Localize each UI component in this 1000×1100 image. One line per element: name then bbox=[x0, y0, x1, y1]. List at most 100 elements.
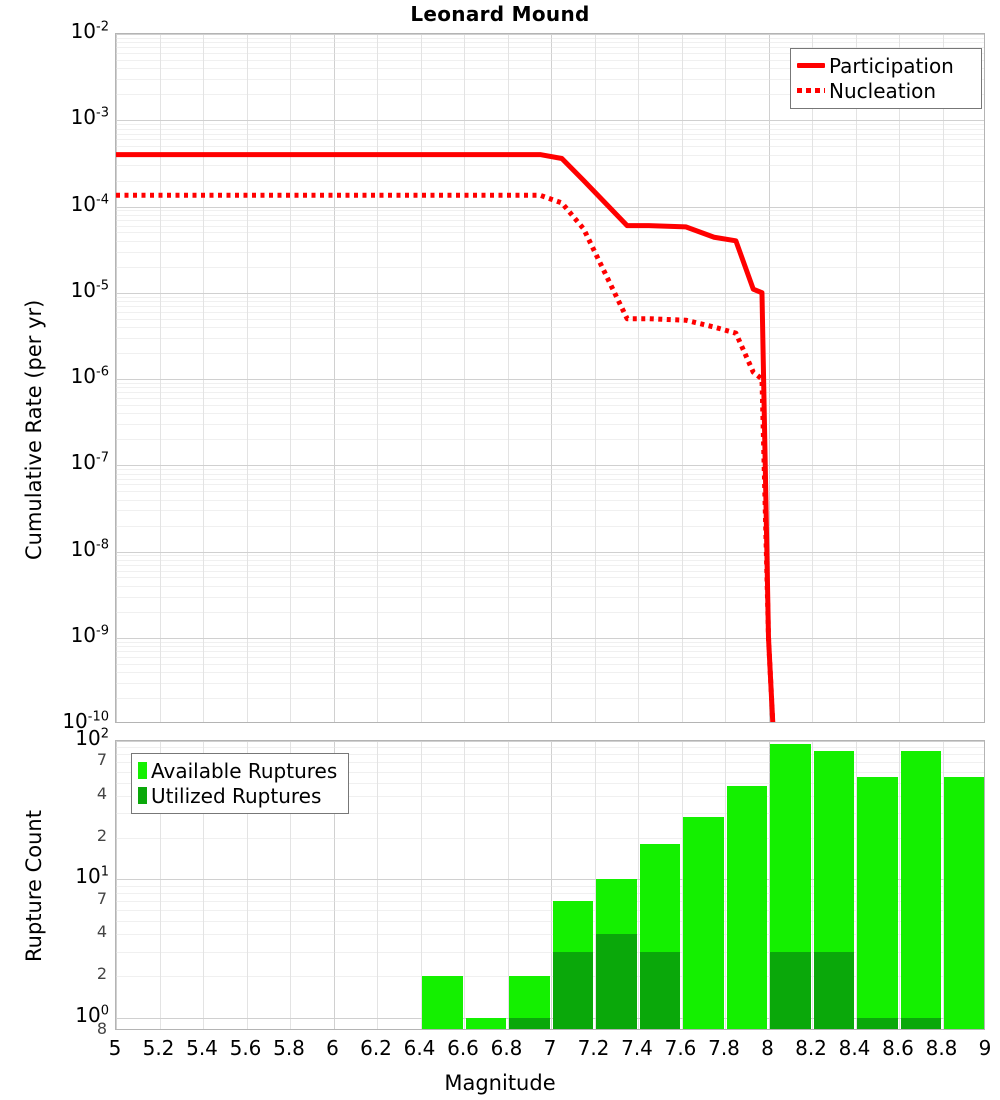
top-gridline-v bbox=[812, 34, 813, 722]
top-gridline-h bbox=[116, 387, 984, 389]
top-gridline-v bbox=[638, 34, 639, 722]
top-gridline-h bbox=[116, 672, 984, 674]
top-gridline-h bbox=[116, 292, 984, 294]
top-gridline-h bbox=[116, 251, 984, 253]
x-tick: 7.4 bbox=[621, 1036, 653, 1060]
bottom-gridline-v bbox=[507, 741, 509, 1029]
bottom-gridline-v bbox=[812, 741, 813, 1029]
top-gridline-h bbox=[116, 698, 984, 700]
top-gridline-h bbox=[116, 551, 984, 553]
bottom-gridline-v bbox=[855, 741, 857, 1029]
bottom-y-minor-tick: 4 bbox=[96, 922, 107, 942]
top-gridline-h bbox=[116, 318, 984, 320]
bottom-gridline-h bbox=[116, 879, 984, 881]
top-y-tick: 10-9 bbox=[70, 622, 109, 647]
nucleation-curve bbox=[116, 192, 776, 722]
top-gridline-h bbox=[116, 398, 984, 400]
bottom-gridline-h bbox=[116, 837, 984, 839]
bottom-gridline-h bbox=[116, 813, 984, 815]
top-gridline-h bbox=[116, 596, 984, 598]
nucleation-line-icon bbox=[797, 88, 825, 93]
top-gridline-h bbox=[116, 232, 984, 234]
top-gridline-v bbox=[725, 34, 726, 722]
available-rupture-bar bbox=[726, 786, 767, 1029]
legend-item-available: Available Ruptures bbox=[138, 758, 341, 783]
top-gridline-v bbox=[464, 34, 465, 722]
top-gridline-h bbox=[116, 465, 984, 467]
utilized-rupture-bar bbox=[813, 951, 854, 1029]
top-y-tick: 10-8 bbox=[70, 536, 109, 561]
top-y-tick: 10-10 bbox=[62, 709, 109, 733]
x-tick: 6.4 bbox=[403, 1036, 436, 1060]
rupture-count-plot bbox=[115, 740, 985, 1030]
top-gridline-h bbox=[116, 214, 984, 216]
rate-curves bbox=[116, 152, 776, 722]
top-gridline-h bbox=[116, 656, 984, 658]
top-gridline-h bbox=[116, 379, 984, 380]
available-rupture-bar bbox=[944, 776, 984, 1029]
available-color-icon bbox=[138, 762, 147, 779]
bottom-gridline-h bbox=[116, 741, 984, 742]
bottom-gridline-v bbox=[420, 741, 422, 1029]
top-gridline-h bbox=[116, 180, 984, 182]
top-gridline-v bbox=[855, 34, 857, 722]
utilized-rupture-bar bbox=[509, 1017, 550, 1029]
top-y-tick: 10-5 bbox=[70, 277, 109, 302]
top-gridline-h bbox=[116, 555, 984, 557]
top-gridline-h bbox=[116, 525, 984, 527]
bottom-gridline-h bbox=[116, 892, 984, 894]
top-gridline-h bbox=[116, 478, 984, 480]
bottom-y-minor-tick: 4 bbox=[96, 784, 107, 804]
x-tick: 5.4 bbox=[186, 1036, 218, 1060]
x-tick: 5.8 bbox=[273, 1036, 305, 1060]
top-gridline-h bbox=[116, 128, 984, 130]
top-y-tick: 10-3 bbox=[70, 105, 109, 130]
top-gridline-h bbox=[116, 424, 984, 426]
top-gridline-v bbox=[333, 34, 335, 722]
top-gridline-h bbox=[116, 469, 984, 471]
x-tick: 8.8 bbox=[925, 1036, 958, 1060]
top-gridline-h bbox=[116, 68, 984, 70]
bottom-gridline-v bbox=[638, 741, 639, 1029]
utilized-rupture-bar bbox=[857, 1017, 898, 1029]
bottom-y-minor-tick: 7 bbox=[96, 750, 107, 770]
utilized-rupture-bar bbox=[900, 1017, 941, 1029]
top-gridline-h bbox=[116, 651, 984, 653]
bottom-gridline-v bbox=[246, 741, 248, 1029]
legend-label-available: Available Ruptures bbox=[151, 758, 338, 783]
legend-item-participation: Participation bbox=[797, 53, 974, 78]
bottom-gridline-v bbox=[681, 741, 683, 1029]
bottom-gridline-v bbox=[942, 741, 944, 1029]
bottom-y-minor-tick: 2 bbox=[96, 963, 107, 983]
top-gridline-h bbox=[116, 53, 984, 55]
x-tick: 8.6 bbox=[882, 1036, 914, 1060]
top-gridline-h bbox=[116, 559, 984, 561]
top-gridline-v bbox=[420, 34, 422, 722]
utilized-rupture-bar bbox=[770, 951, 811, 1029]
top-gridline-h bbox=[116, 225, 984, 227]
legend-label-nucleation: Nucleation bbox=[829, 78, 937, 103]
top-gridline-h bbox=[116, 120, 984, 122]
bottom-gridline-h bbox=[116, 747, 984, 749]
top-gridline-v bbox=[899, 34, 900, 722]
top-gridline-h bbox=[116, 266, 984, 268]
top-gridline-h bbox=[116, 47, 984, 49]
top-y-tick: 10-4 bbox=[70, 191, 109, 216]
x-tick: 6.8 bbox=[490, 1036, 523, 1060]
top-gridline-h bbox=[116, 484, 984, 486]
top-gridline-v bbox=[377, 34, 378, 722]
top-gridline-h bbox=[116, 311, 984, 313]
top-gridline-h bbox=[116, 439, 984, 441]
bottom-gridline-v bbox=[725, 741, 726, 1029]
top-gridline-h bbox=[116, 611, 984, 613]
legend-label-participation: Participation bbox=[829, 53, 954, 78]
bottom-y-minor-tick: 7 bbox=[96, 888, 107, 908]
top-gridline-h bbox=[116, 301, 984, 303]
top-y-tick: 10-7 bbox=[70, 450, 109, 475]
available-rupture-bar bbox=[900, 750, 941, 1029]
top-gridline-h bbox=[116, 42, 984, 44]
bottom-gridline-v bbox=[159, 741, 161, 1029]
top-gridline-h bbox=[116, 59, 984, 61]
x-tick: 6 bbox=[326, 1036, 339, 1060]
top-gridline-v bbox=[116, 34, 117, 722]
